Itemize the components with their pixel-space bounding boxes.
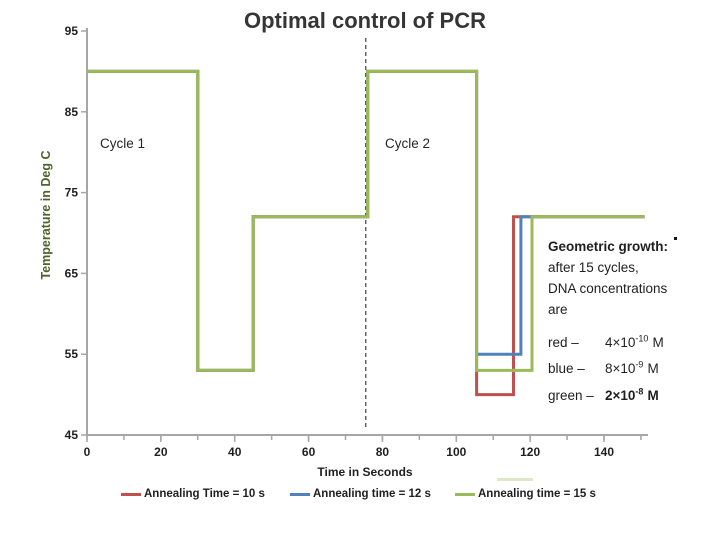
note-heading: Geometric growth: bbox=[548, 239, 669, 254]
note-entry-green: green – 2×10-8 M bbox=[548, 380, 716, 407]
x-axis-tick-label: 120 bbox=[520, 445, 540, 459]
note-entry-value: 8×10-9 M bbox=[605, 359, 659, 377]
chart-title: Optimal control of PCR bbox=[244, 8, 486, 33]
series-line-annealing-time-15-s bbox=[87, 69, 645, 372]
x-axis-tick-label: 60 bbox=[302, 445, 316, 459]
cycle-1-label: Cycle 1 bbox=[100, 136, 146, 151]
note-line: DNA concentrations bbox=[548, 281, 668, 296]
y-axis-tick-label: 45 bbox=[65, 428, 79, 442]
x-axis-tick-label: 140 bbox=[594, 445, 614, 459]
legend-item-annealing-10s: Annealing Time = 10 s bbox=[121, 487, 265, 501]
note-line: after 15 cycles, bbox=[548, 260, 639, 275]
x-axis-tick-label: 40 bbox=[228, 445, 242, 459]
cycle-2-label: Cycle 2 bbox=[385, 136, 431, 151]
y-axis-tick-label: 85 bbox=[65, 105, 79, 119]
legend-swatch-blue bbox=[290, 492, 310, 496]
x-axis-title: Time in Seconds bbox=[317, 465, 413, 479]
note-entry-label: blue – bbox=[548, 361, 585, 376]
legend-swatch-green bbox=[455, 492, 475, 496]
y-axis-tick-label: 75 bbox=[65, 186, 79, 200]
dot-artifact bbox=[674, 237, 677, 240]
y-axis-tick-label: 65 bbox=[65, 266, 79, 280]
note-entry-label: green – bbox=[548, 387, 594, 403]
x-axis-tick-label: 80 bbox=[376, 445, 390, 459]
x-axis-tick-label: 0 bbox=[84, 445, 91, 459]
legend-label: Annealing Time = 10 s bbox=[144, 488, 265, 500]
legend-label: Annealing time = 15 s bbox=[478, 488, 596, 500]
y-axis-tick-label: 95 bbox=[65, 24, 79, 38]
legend-label: Annealing time = 12 s bbox=[313, 488, 431, 500]
x-axis-tick-label: 20 bbox=[154, 445, 168, 459]
note-entry-value: 2×10-8 M bbox=[605, 386, 659, 403]
highlight-artifact bbox=[497, 478, 533, 481]
note-entry-blue: blue – 8×10-9 M bbox=[548, 354, 716, 381]
legend-swatch-red bbox=[121, 492, 141, 496]
legend-item-annealing-12s: Annealing time = 12 s bbox=[290, 487, 431, 501]
geometric-growth-note: Geometric growth: after 15 cycles, DNA c… bbox=[548, 236, 716, 407]
x-axis-tick-label: 100 bbox=[446, 445, 466, 459]
note-line: are bbox=[548, 302, 568, 317]
note-entry-label: red – bbox=[548, 334, 579, 350]
note-entries: red – 4×10-10 M blue – 8×10-9 M green – 2×10-… bbox=[548, 327, 716, 407]
y-axis-tick-label: 55 bbox=[65, 347, 79, 361]
note-entry-red: red – 4×10-10 M bbox=[548, 327, 716, 354]
note-entry-value: 4×10-10 M bbox=[605, 333, 664, 350]
legend-item-annealing-15s: Annealing time = 15 s bbox=[455, 487, 596, 501]
y-axis-title: Temperature in Deg C bbox=[39, 150, 53, 280]
